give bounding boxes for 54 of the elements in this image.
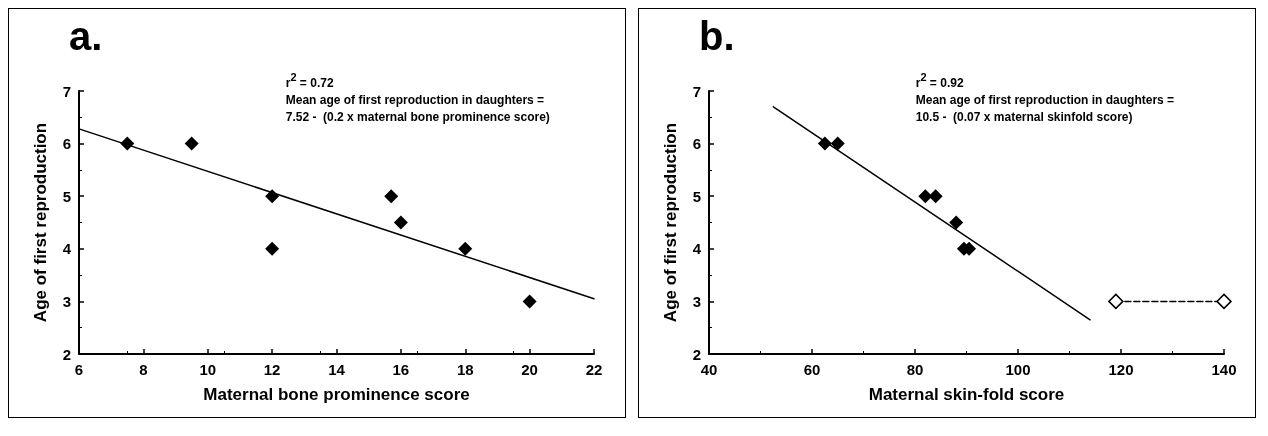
annotation: 10.5 - (0.07 x maternal skinfold score): [915, 110, 1133, 124]
point: [1108, 293, 1124, 310]
x-tick-label: 22: [585, 361, 603, 378]
x-tick-label: 18: [456, 361, 474, 378]
point: [918, 189, 933, 204]
y-tick-label: 6: [62, 135, 71, 153]
annotation: Mean age of first reproduction in daughters =: [915, 93, 1175, 107]
x-tick-label: 6: [74, 361, 84, 378]
x-tick-label: 20: [521, 361, 538, 378]
chart-title: a.: [69, 14, 103, 58]
point: [265, 241, 280, 256]
y-tick-label: 4: [62, 240, 72, 258]
x-tick-label: 16: [392, 361, 410, 378]
y-tick-label: 2: [62, 345, 71, 363]
point: [949, 215, 964, 230]
point: [1216, 293, 1232, 310]
point: [928, 189, 943, 204]
y-tick-label: 3: [692, 292, 701, 310]
x-axis-title: Maternal bone prominence score: [203, 385, 470, 404]
point: [522, 294, 537, 309]
y-tick-label: 6: [692, 135, 701, 153]
x-tick-label: 140: [1211, 361, 1237, 378]
x-tick-label: 100: [1005, 361, 1031, 378]
point: [384, 189, 399, 204]
y-axis-title: Age of first reproduction: [31, 122, 50, 323]
x-tick-label: 10: [199, 361, 217, 378]
y-tick-label: 4: [692, 240, 702, 258]
point: [817, 136, 832, 151]
point: [458, 241, 473, 256]
point: [393, 215, 408, 230]
annotation: Mean age of first reproduction in daughters =: [285, 93, 545, 107]
point: [265, 189, 280, 204]
x-tick-label: 12: [263, 361, 281, 378]
x-axis-title: Maternal skin-fold score: [868, 385, 1065, 404]
y-axis-title: Age of first reproduction: [661, 122, 680, 323]
y-tick-label: 3: [62, 292, 71, 310]
y-tick-label: 5: [692, 187, 701, 205]
y-tick-label: 5: [62, 187, 71, 205]
chart-title: b.: [699, 14, 735, 58]
x-tick-label: 60: [803, 361, 821, 378]
y-tick-label: 2: [692, 345, 701, 363]
text: r2 = 0.72: [285, 70, 334, 90]
point: [120, 136, 135, 151]
point: [184, 136, 199, 151]
x-tick-label: 80: [906, 361, 924, 378]
annotation: 7.52 - (0.2 x maternal bone prominence score): [285, 110, 550, 124]
y-tick-label: 7: [62, 82, 71, 100]
y-tick-label: 7: [692, 82, 701, 100]
x-tick-label: 120: [1108, 361, 1134, 378]
x-tick-label: 8: [139, 361, 148, 378]
x-tick-label: 40: [700, 361, 718, 378]
x-tick-label: 14: [328, 361, 346, 378]
text: r2 = 0.92: [915, 70, 964, 90]
point: [830, 136, 845, 151]
